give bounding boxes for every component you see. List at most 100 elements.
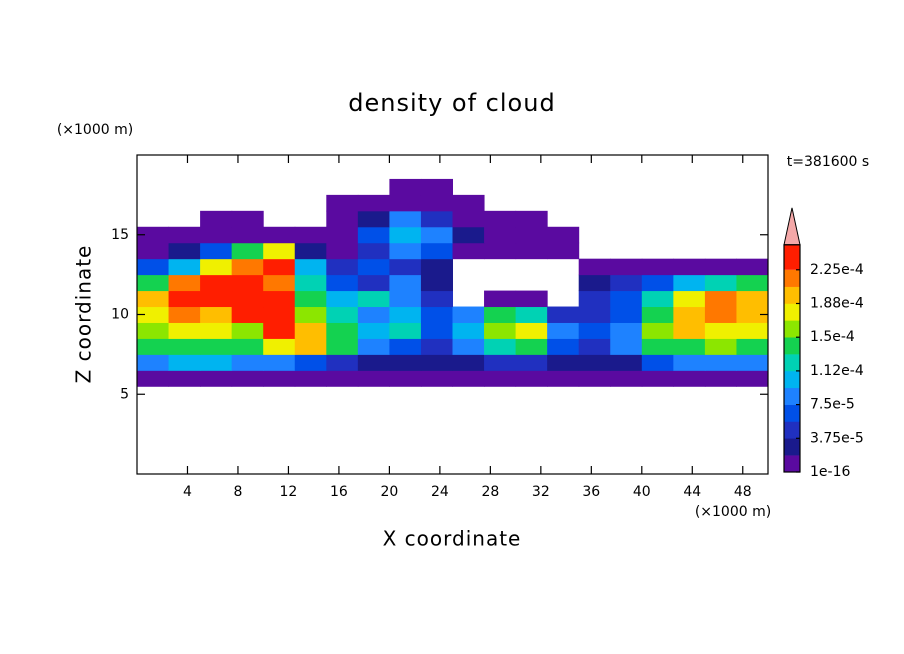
contour-cell [704, 258, 737, 276]
contour-cell [484, 210, 517, 228]
contour-cell [326, 290, 359, 308]
contour-cell [452, 370, 485, 387]
x-tick-label: 12 [280, 484, 298, 500]
x-tick-label: 4 [183, 484, 192, 500]
contour-cell [641, 338, 674, 355]
contour-cell [736, 338, 769, 355]
contour-cell [137, 258, 170, 276]
x-tick-label: 8 [233, 484, 242, 500]
contour-cell [673, 274, 706, 292]
contour-cell [389, 178, 422, 196]
y-unit: (×1000 m) [57, 122, 133, 138]
colorbar-band [784, 438, 800, 456]
contour-cell [547, 338, 580, 355]
contour-cell [641, 370, 674, 387]
contour-cell [515, 242, 548, 260]
contour-cell [263, 306, 296, 323]
contour-cell [231, 258, 264, 276]
contour-cell [294, 242, 327, 260]
contour-cell [673, 290, 706, 308]
contour-cell [168, 322, 201, 339]
contour-cell [452, 210, 485, 228]
contour-cell [326, 306, 359, 323]
contour-cell [736, 322, 769, 339]
contour-cell [704, 338, 737, 355]
contour-cell [515, 210, 548, 228]
field [137, 178, 769, 387]
contour-cell [736, 370, 769, 387]
contour-cell [578, 306, 611, 323]
contour-cell [578, 258, 611, 276]
contour-cell [357, 274, 390, 292]
colorbar-band [784, 387, 800, 405]
colorbar-band [784, 269, 800, 287]
contour-cell [484, 322, 517, 339]
contour-cell [168, 290, 201, 308]
contour-cell [389, 242, 422, 260]
contour-cell [294, 306, 327, 323]
colorbar-band [784, 286, 800, 304]
contour-cell [484, 226, 517, 244]
contour-cell [389, 306, 422, 323]
contour-cell [578, 290, 611, 308]
colorbar-band [784, 455, 800, 473]
contour-cell [704, 370, 737, 387]
y-tick-label: 10 [111, 307, 129, 323]
contour-cell [326, 322, 359, 339]
contour-cell [452, 322, 485, 339]
contour-cell [168, 354, 201, 371]
contour-cell [704, 306, 737, 323]
contour-cell [200, 322, 233, 339]
contour-cell [704, 290, 737, 308]
contour-cell [420, 306, 453, 323]
contour-cell [610, 354, 643, 371]
contour-cell [357, 226, 390, 244]
contour-cell [420, 194, 453, 212]
contour-cell [168, 274, 201, 292]
contour-cell [389, 258, 422, 276]
contour-cell [673, 354, 706, 371]
contour-cell [452, 338, 485, 355]
annotation: t=381600 s [787, 154, 869, 170]
contour-cell [357, 194, 390, 212]
x-tick-label: 48 [734, 484, 752, 500]
contour-cell [357, 338, 390, 355]
contour-cell [168, 242, 201, 260]
chart-title: density of cloud [348, 89, 555, 117]
contour-cell [515, 322, 548, 339]
contour-cell [263, 322, 296, 339]
contour-cell [231, 274, 264, 292]
colorbar-extend [783, 207, 801, 246]
contour-cell [389, 226, 422, 244]
contour-cell [137, 338, 170, 355]
contour-cell [704, 322, 737, 339]
contour-cell [420, 258, 453, 276]
contour-cell [515, 306, 548, 323]
contour-cell [231, 210, 264, 228]
contour-cell [231, 306, 264, 323]
contour-cell [263, 258, 296, 276]
contour-cell [263, 338, 296, 355]
contour-cell [673, 306, 706, 323]
contour-cell [137, 226, 170, 244]
contour-cell [294, 354, 327, 371]
contour-cell [263, 274, 296, 292]
contour-cell [610, 306, 643, 323]
contour-cell [357, 290, 390, 308]
contour-cell [294, 258, 327, 276]
contour-cell [263, 354, 296, 371]
y-tick-label: 15 [111, 227, 129, 243]
contour-cell [736, 306, 769, 323]
contour-cell [200, 274, 233, 292]
contour-cell [515, 226, 548, 244]
contour-cell [168, 306, 201, 323]
contour-cell [263, 226, 296, 244]
contour-cell [326, 338, 359, 355]
x-axis-label: X coordinate [383, 527, 522, 551]
x-tick-label: 32 [532, 484, 550, 500]
y-tick-label: 5 [120, 386, 129, 402]
contour-cell [231, 226, 264, 244]
contour-cell [231, 242, 264, 260]
contour-cell [263, 242, 296, 260]
contour-cell [357, 242, 390, 260]
